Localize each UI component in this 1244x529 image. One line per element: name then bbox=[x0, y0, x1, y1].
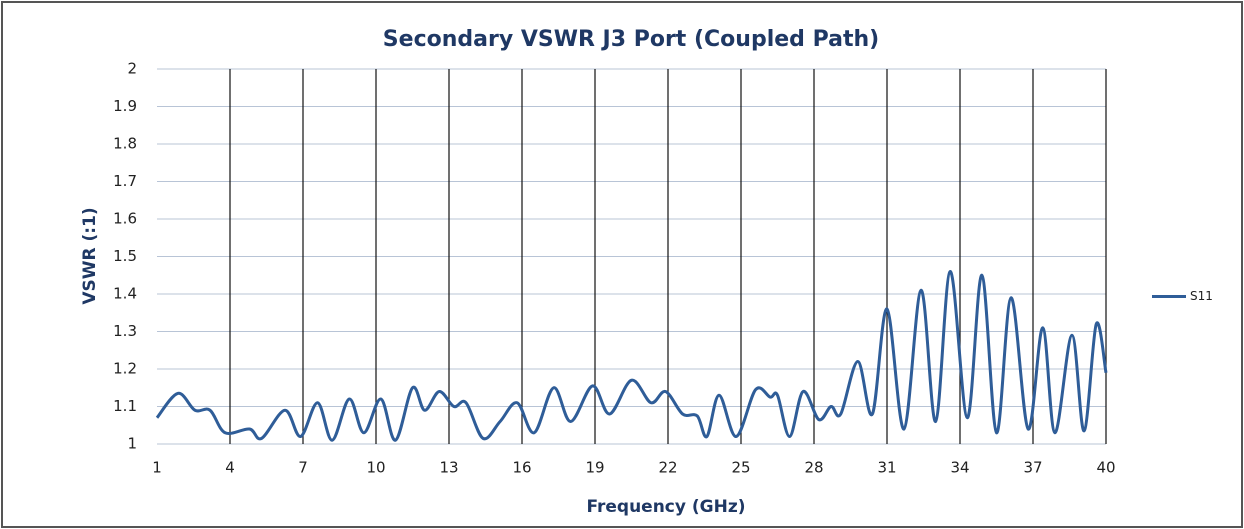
x-tick-label: 4 bbox=[225, 459, 235, 477]
x-tick-label: 10 bbox=[366, 459, 385, 477]
y-tick-label: 1.9 bbox=[113, 97, 137, 115]
y-tick-label: 1.2 bbox=[113, 360, 137, 378]
y-tick-label: 2 bbox=[127, 60, 137, 78]
x-tick-label: 34 bbox=[950, 459, 969, 477]
x-tick-label: 31 bbox=[877, 459, 896, 477]
y-axis-title: VSWR (:1) bbox=[80, 207, 100, 304]
x-tick-label: 19 bbox=[585, 459, 604, 477]
y-tick-label: 1.5 bbox=[113, 247, 137, 265]
x-tick-label: 22 bbox=[658, 459, 677, 477]
legend-label: S11 bbox=[1190, 289, 1213, 303]
chart-title: Secondary VSWR J3 Port (Coupled Path) bbox=[383, 27, 879, 52]
x-tick-label: 25 bbox=[731, 459, 750, 477]
x-tick-label: 16 bbox=[512, 459, 531, 477]
y-tick-label: 1.1 bbox=[113, 397, 137, 415]
x-tick-label: 40 bbox=[1096, 459, 1115, 477]
y-tick-label: 1.4 bbox=[113, 285, 137, 303]
x-tick-label: 7 bbox=[298, 459, 308, 477]
y-tick-label: 1.6 bbox=[113, 210, 137, 228]
x-axis-title: Frequency (GHz) bbox=[586, 497, 745, 517]
x-tick-label: 37 bbox=[1023, 459, 1042, 477]
y-tick-label: 1.3 bbox=[113, 322, 137, 340]
x-tick-label: 13 bbox=[439, 459, 458, 477]
x-tick-label: 1 bbox=[152, 459, 162, 477]
y-tick-label: 1.7 bbox=[113, 172, 137, 190]
y-tick-label: 1 bbox=[127, 435, 137, 453]
y-tick-label: 1.8 bbox=[113, 135, 137, 153]
series-line bbox=[155, 269, 1108, 442]
x-tick-label: 28 bbox=[804, 459, 823, 477]
